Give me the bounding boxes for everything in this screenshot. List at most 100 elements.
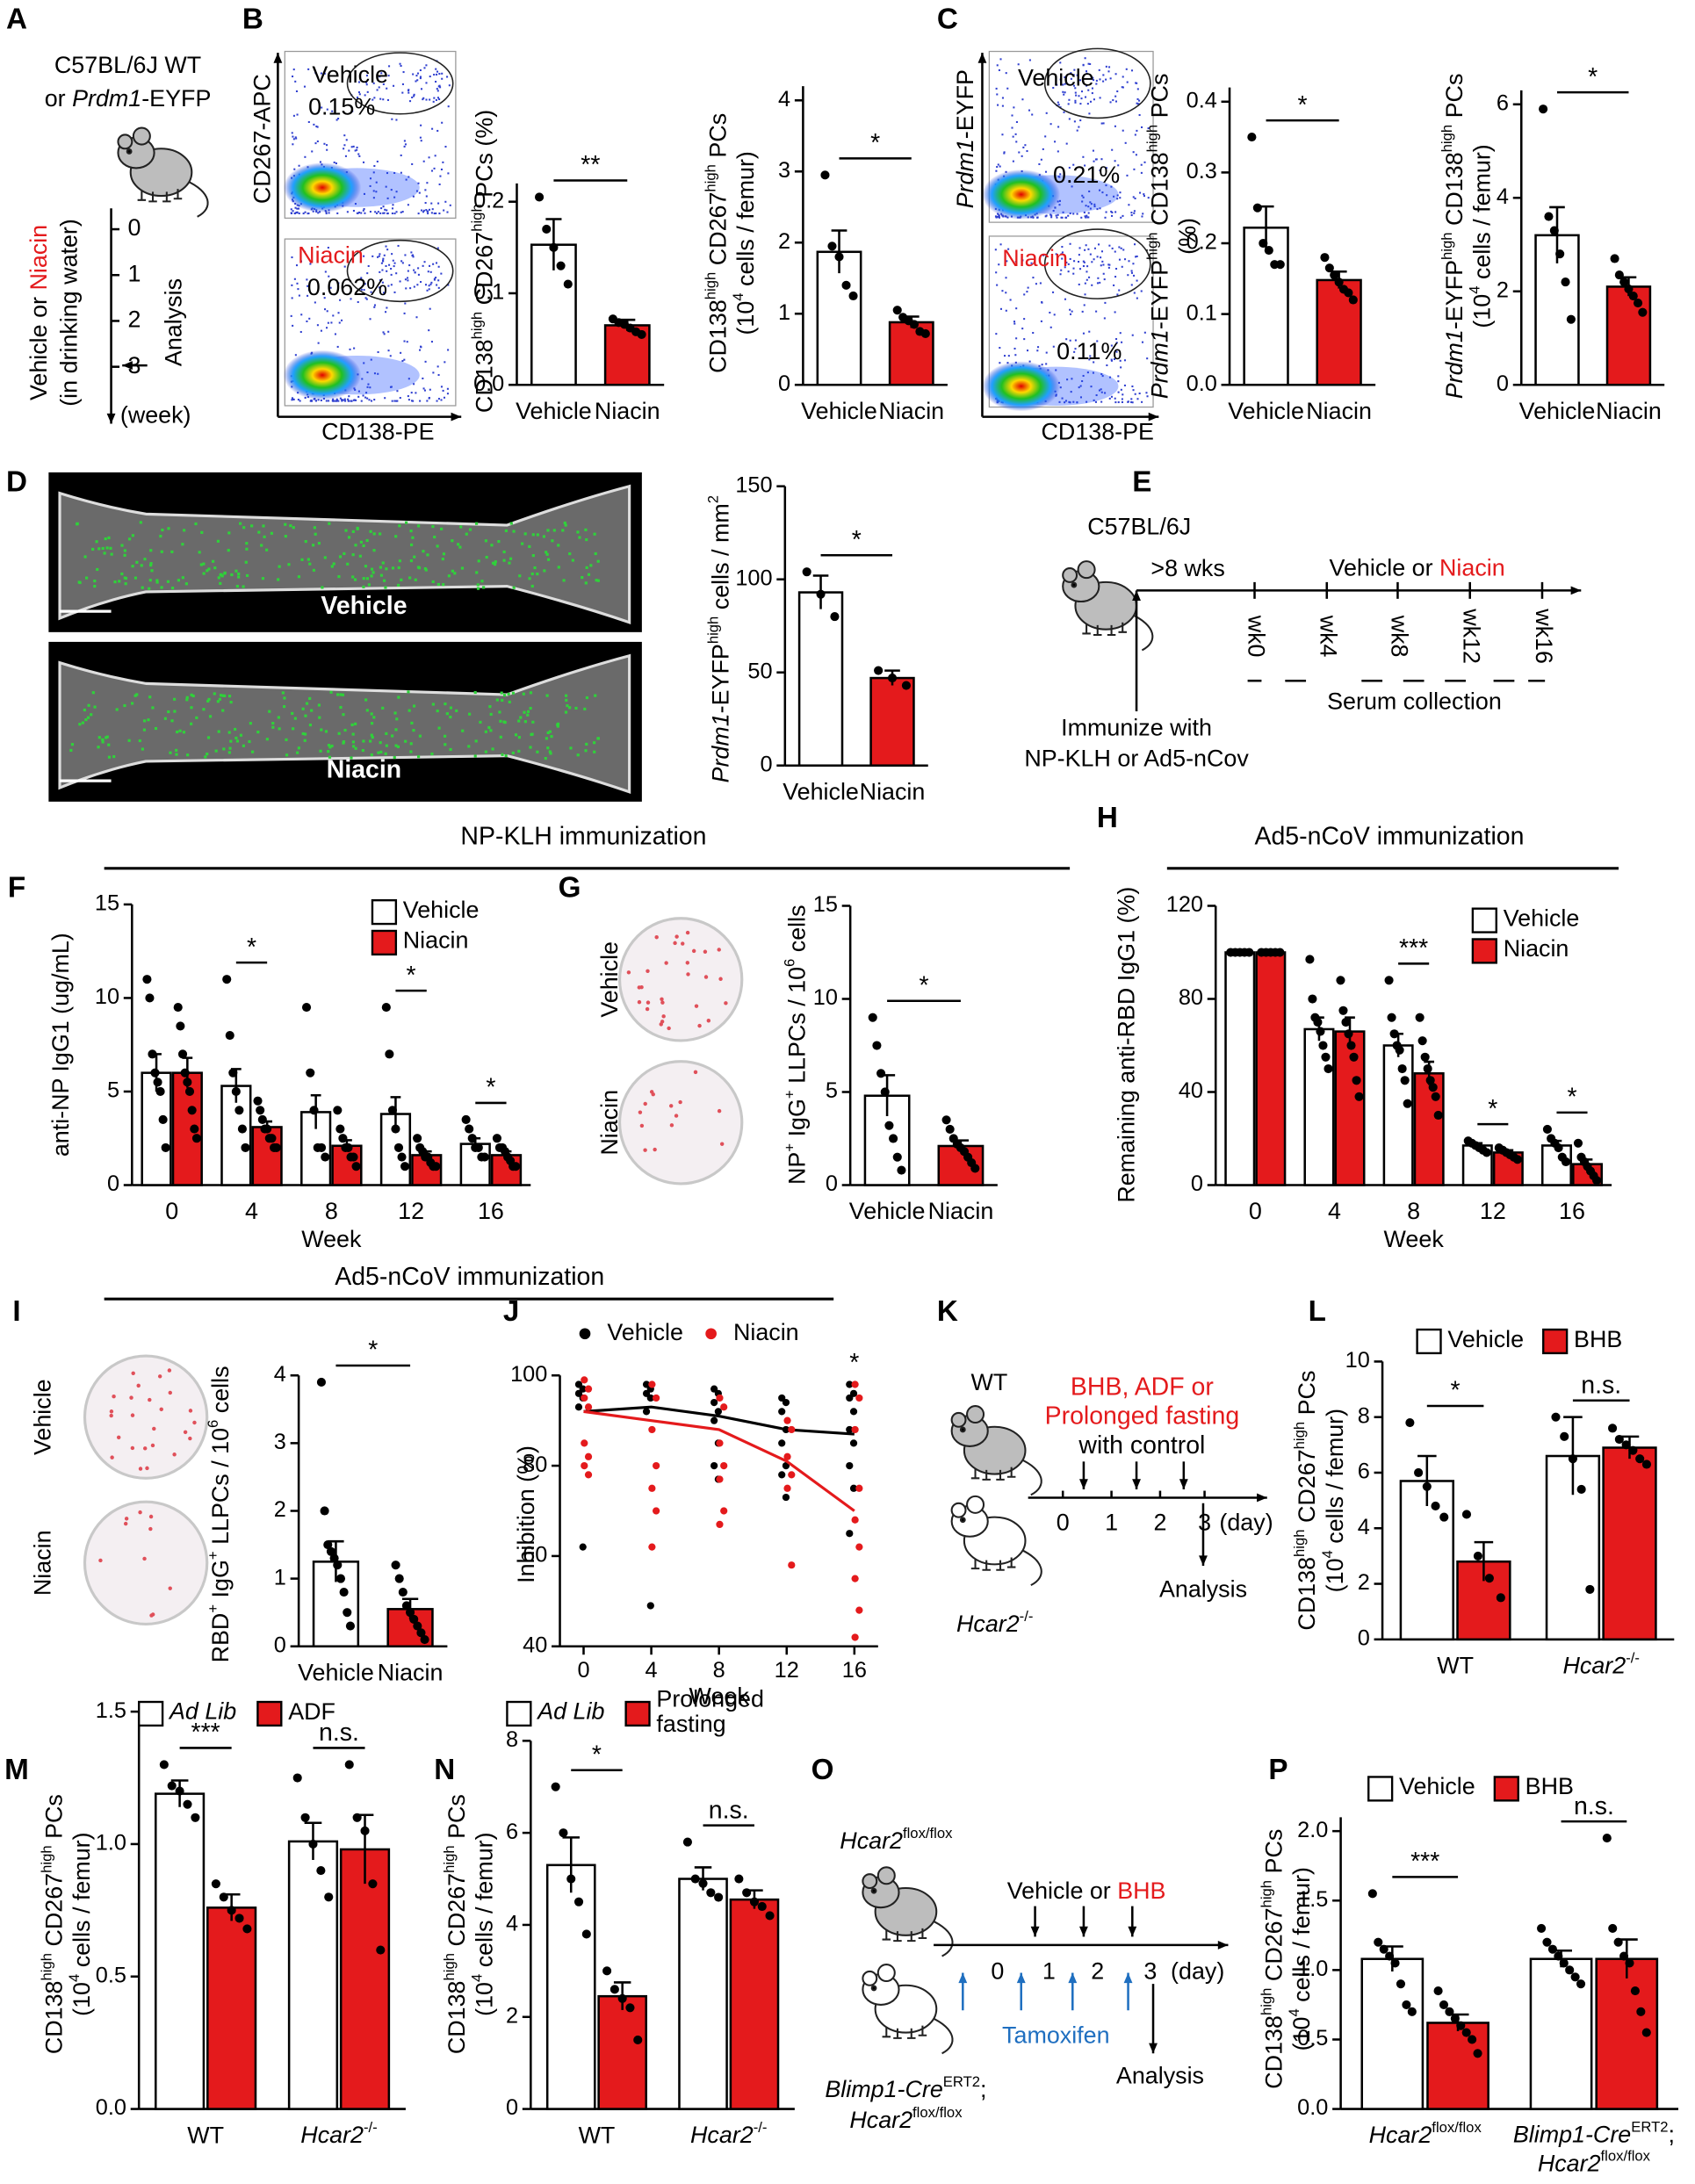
fluorescent-cell xyxy=(256,731,260,734)
text-run: Prdm1 xyxy=(72,85,141,112)
x-axis-label: Week xyxy=(301,1226,362,1252)
fluorescent-cell xyxy=(159,534,162,538)
data-point xyxy=(710,1416,718,1424)
label: 3 xyxy=(1198,1510,1211,1536)
fluorescent-cell xyxy=(271,721,275,725)
fluorescent-cell xyxy=(404,739,408,743)
x-tick-label: Hcar2-/- xyxy=(300,2119,377,2148)
flow-event xyxy=(1014,354,1017,357)
spot xyxy=(159,1407,163,1412)
flow-event xyxy=(407,279,409,282)
flow-event xyxy=(388,65,391,68)
data-point xyxy=(1484,1574,1494,1583)
y-axis-label: anti-NP IgG1 (ug/mL) xyxy=(47,933,74,1157)
data-point xyxy=(1638,307,1648,317)
fluorescent-cell xyxy=(242,585,245,588)
fluorescent-cell xyxy=(362,544,365,548)
y-tick-label: 3 xyxy=(778,158,790,183)
flow-event xyxy=(1141,341,1144,343)
flow-event xyxy=(373,372,376,375)
flow-event xyxy=(365,298,368,300)
data-point xyxy=(941,1115,951,1125)
flow-event xyxy=(1113,195,1115,198)
data-point xyxy=(734,1874,744,1884)
y-axis-label: CD138high CD267high PCs xyxy=(38,1794,67,2054)
mouse-eye xyxy=(870,1985,877,1992)
flow-event xyxy=(1147,127,1150,130)
text-run: cells / femur) xyxy=(69,1832,95,1973)
flow-event xyxy=(374,211,377,213)
fluorescent-cell xyxy=(155,579,159,582)
fluorescent-cell xyxy=(314,532,317,536)
flow-event xyxy=(1071,378,1073,380)
flow-event xyxy=(365,81,368,83)
fluorescent-cell xyxy=(227,531,231,535)
flow-event xyxy=(1076,129,1078,132)
text-run: CD267 xyxy=(705,192,732,272)
flow-event xyxy=(1099,189,1101,191)
flow-event xyxy=(416,79,419,82)
y-axis-label: (104 cells / femur) xyxy=(1466,144,1495,328)
flow-event xyxy=(357,90,360,94)
text-run: PCs xyxy=(1441,74,1468,125)
legend-label: BHB xyxy=(1574,1326,1622,1352)
error-bar xyxy=(1417,1454,1437,1506)
text-run: high xyxy=(1439,125,1455,153)
data-point xyxy=(1592,1176,1602,1186)
flow-event xyxy=(1060,216,1063,219)
flow-event xyxy=(1121,86,1123,89)
label: 0.062% xyxy=(307,274,387,300)
flow-event xyxy=(431,127,434,130)
flow-event xyxy=(294,354,297,357)
flow-event xyxy=(291,132,293,134)
fluorescent-cell xyxy=(393,755,396,760)
data-point xyxy=(343,1608,352,1618)
flow-event xyxy=(1131,385,1134,388)
flow-event xyxy=(367,264,370,268)
label: >8 wks xyxy=(1150,555,1224,581)
y-axis-label: Remaining anti-RBD IgG1 (%) xyxy=(1114,887,1140,1203)
fluorescent-cell xyxy=(409,742,413,746)
legend-swatch xyxy=(371,898,398,926)
fluorescent-cell xyxy=(359,540,363,544)
flow-event xyxy=(1128,204,1130,206)
mouse-leg xyxy=(970,1559,980,1570)
fluorescent-cell xyxy=(517,719,521,723)
flow-event xyxy=(296,212,299,214)
data-point xyxy=(1619,278,1629,287)
y-tick-label: 60 xyxy=(523,1543,547,1568)
fluorescent-cell xyxy=(530,584,534,588)
flow-event xyxy=(1076,74,1078,76)
fluorescent-cell xyxy=(139,521,142,524)
spot xyxy=(136,1383,141,1388)
flow-event xyxy=(331,110,334,112)
fluorescent-cell xyxy=(278,565,281,568)
fluorescent-cell xyxy=(499,735,502,739)
flow-event xyxy=(357,153,360,155)
fluorescent-cell xyxy=(436,582,440,587)
fluorescent-cell xyxy=(518,574,522,578)
fluorescent-cell xyxy=(227,549,230,552)
flow-event xyxy=(314,400,317,402)
flow-event xyxy=(408,264,411,267)
y-tick-label: 0.1 xyxy=(1186,300,1217,325)
fluorescent-cell xyxy=(585,566,588,569)
data-point xyxy=(892,306,902,315)
data-point xyxy=(542,224,552,234)
flow-event xyxy=(326,108,328,111)
text-run: Hcar2 xyxy=(1538,2151,1601,2177)
flow-event xyxy=(1136,279,1138,282)
fluorescent-cell xyxy=(523,710,526,714)
spot xyxy=(110,1455,114,1460)
spot xyxy=(685,961,690,965)
mouse-tail xyxy=(930,2016,954,2055)
fluorescent-cell xyxy=(491,561,495,565)
legend-label: Vehicle xyxy=(607,1319,683,1345)
fluorescent-cell xyxy=(87,703,90,707)
flow-event xyxy=(307,294,309,297)
label: Tamoxifen xyxy=(1002,2022,1109,2048)
flow-event xyxy=(419,345,422,348)
fluorescent-cell xyxy=(339,693,343,696)
flow-event xyxy=(434,155,436,157)
flow-event xyxy=(1011,114,1013,117)
